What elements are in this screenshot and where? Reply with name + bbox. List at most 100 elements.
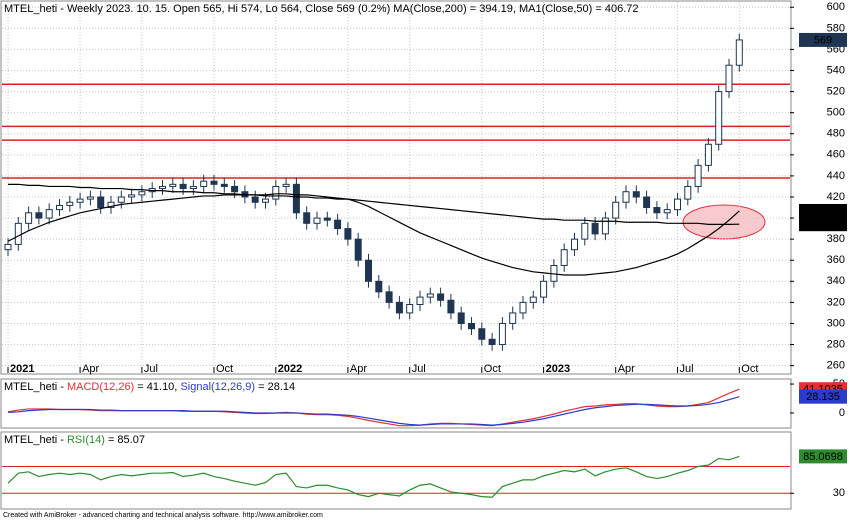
series-line xyxy=(7,396,740,426)
candle-body xyxy=(488,338,496,346)
candle-body xyxy=(200,180,208,187)
candle-body xyxy=(694,164,702,187)
legend-entry: RSI(14) xyxy=(67,434,105,446)
candle-body xyxy=(4,243,12,251)
panel-title: MTEL_heti - Weekly 2023. 10. 15. Open 56… xyxy=(4,3,639,15)
candle-body xyxy=(468,322,475,330)
series-line xyxy=(7,455,740,498)
candle-body xyxy=(704,143,712,166)
x-tick-label: Apr xyxy=(350,363,367,375)
candle-body xyxy=(56,204,63,211)
candle-body xyxy=(581,222,589,240)
candle-body xyxy=(478,328,486,340)
candle-body xyxy=(45,209,53,219)
candle-body xyxy=(735,39,743,66)
candle-body xyxy=(292,183,300,214)
candle-body xyxy=(426,293,434,298)
candle-body xyxy=(179,183,187,190)
legend-entry: MACD(12,26) xyxy=(67,381,134,393)
y-tick-label: 340 xyxy=(827,275,845,287)
series-line xyxy=(8,183,740,225)
y-tick-label: 320 xyxy=(827,296,845,308)
candle-body xyxy=(344,228,352,240)
candle-body xyxy=(591,222,599,235)
panel-title: MTEL_heti - MACD(12,26) = 41.10, Signal(… xyxy=(4,381,295,393)
value-badge-label: 569 xyxy=(814,34,832,46)
x-tick-label: Oct xyxy=(484,363,501,375)
candle-body xyxy=(86,196,94,200)
candle-body xyxy=(323,217,331,221)
legend-value: = 28.14 xyxy=(258,381,295,393)
highlight-ellipse xyxy=(682,204,766,240)
candle-body xyxy=(282,183,290,187)
y-tick-label: 520 xyxy=(827,85,845,97)
candle-body xyxy=(498,322,506,346)
title-text: MTEL_heti - Weekly 2023. 10. 15. Open 56… xyxy=(4,3,639,15)
candle-body xyxy=(138,191,146,196)
candle-body xyxy=(220,183,228,187)
candle-body xyxy=(437,293,445,301)
value-badge xyxy=(799,389,847,404)
candle-body xyxy=(622,191,630,203)
x-tick-label: Oct xyxy=(741,363,758,375)
candle-body xyxy=(303,212,311,224)
title-text: MTEL_heti - xyxy=(4,434,64,446)
panel-2: 30 85.0698 MTEL_heti - RSI(14) = 85.07 xyxy=(2,434,847,499)
candle-body xyxy=(395,301,403,314)
legend-value: = 85.07 xyxy=(108,434,145,446)
y-tick-label: 480 xyxy=(827,128,845,140)
value-badge xyxy=(799,449,847,464)
x-tick-label: 2023 xyxy=(546,363,570,375)
candle-body xyxy=(643,196,651,209)
candle-body xyxy=(97,196,105,209)
candle-body xyxy=(560,249,568,266)
candle-body xyxy=(189,185,197,190)
title-text: MTEL_heti - xyxy=(4,381,64,393)
price-panel xyxy=(0,0,792,375)
candle-body xyxy=(334,219,342,230)
candle-body xyxy=(674,198,681,211)
rsi-panel xyxy=(0,431,792,510)
legend-entry: Signal(12,26,9) xyxy=(180,381,255,393)
candle-body xyxy=(457,312,465,324)
candle-body xyxy=(313,217,321,224)
y-tick-label: 30 xyxy=(833,487,845,499)
candle-body xyxy=(107,201,115,209)
y-tick-label: 460 xyxy=(827,149,845,161)
candle-body xyxy=(251,196,259,203)
y-tick-label: 260 xyxy=(827,360,845,372)
footer: Created with AmiBroker - advanced charti… xyxy=(3,512,323,519)
candle-body xyxy=(210,180,218,185)
y-tick-label: 420 xyxy=(827,191,845,203)
candle-body xyxy=(725,64,733,93)
candle-body xyxy=(540,280,548,298)
candle-body xyxy=(272,185,280,200)
x-tick-label: 2021 xyxy=(10,363,34,375)
candle-body xyxy=(612,201,620,219)
candle-body xyxy=(571,238,578,251)
legend-value: = 41.10, xyxy=(137,381,177,393)
x-tick-label: Jul xyxy=(680,363,694,375)
value-badge xyxy=(799,217,847,232)
value-badge-label: 406.72 xyxy=(806,205,840,217)
y-tick-label: 280 xyxy=(827,338,845,350)
value-badge xyxy=(799,32,847,47)
candle-body xyxy=(632,191,640,198)
macd-panel xyxy=(0,378,792,429)
candle-body xyxy=(375,280,383,293)
value-badge-label: 28.135 xyxy=(806,391,840,403)
y-tick-label: 580 xyxy=(827,22,845,34)
x-tick-label: Jul xyxy=(412,363,426,375)
candle-body xyxy=(128,194,136,198)
candle-body xyxy=(447,299,455,314)
candle-body xyxy=(509,312,517,324)
y-tick-label: 300 xyxy=(827,317,845,329)
candle-body xyxy=(262,198,269,203)
candle-body xyxy=(519,301,527,314)
candle-body xyxy=(117,196,125,203)
value-badge-label: 85.0698 xyxy=(803,451,843,463)
candle-body xyxy=(231,185,239,193)
candle-body xyxy=(365,259,372,282)
